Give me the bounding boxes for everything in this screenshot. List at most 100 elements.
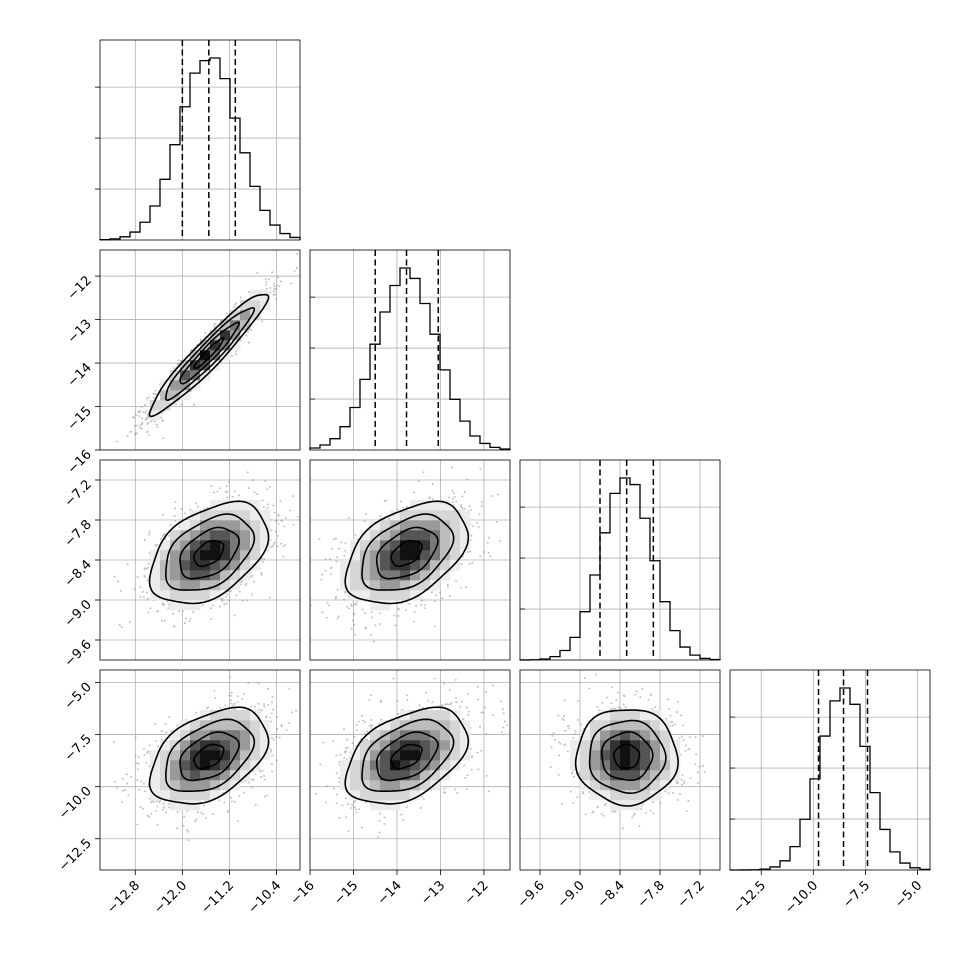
density-cell [360,540,371,551]
density-cell [170,750,181,761]
density-cell [440,530,451,541]
density-3-1-frame [309,669,511,871]
density-cell [440,510,451,521]
density-cell [450,720,461,731]
density-cell [230,320,241,331]
density-cell [180,530,191,541]
density-cell [390,580,401,591]
density-cell [200,580,211,591]
density-cell [380,750,391,761]
density-cell [350,760,361,771]
density-cell [420,530,431,541]
density-content-2-0 [100,460,300,660]
density-cell [450,730,461,741]
density-cell [390,570,401,581]
density-cell [240,310,251,321]
density-cell [610,710,621,721]
density-cell [380,590,391,601]
density-cell [390,800,401,811]
histogram-step-2 [519,477,721,661]
density-cell [390,510,401,521]
density-cell [460,740,471,751]
density-cell [380,600,391,611]
y-tick-label-1-4: −12 [65,273,95,303]
density-cell [190,720,201,731]
density-cell [460,510,471,521]
density-cell [400,520,411,531]
density-cell [380,580,391,591]
contour-3-2-0 [613,743,641,769]
density-cell [180,570,191,581]
density-cell [230,770,241,781]
density-cell [670,760,681,771]
density-cell [430,500,441,511]
density-cell [240,770,251,781]
density-cell [610,750,621,761]
density-cell [390,790,401,801]
x-tick-label-2-1: −9.0 [555,878,588,911]
density-cell [350,790,361,801]
density-cell [590,750,601,761]
density-cell [210,710,221,721]
density-cell [450,510,461,521]
density-cell [440,520,451,531]
contour-3-2-3 [574,709,679,807]
density-cell [180,790,191,801]
density-cell [230,580,241,591]
density-cell [390,750,401,761]
density-cell [380,780,391,791]
density-3-0-frame [99,669,301,871]
density-cell [460,540,471,551]
density-cell [200,550,211,561]
density-cell [620,750,631,761]
density-cell [350,570,361,581]
density-cell [160,550,171,561]
histogram-bg-1 [310,250,510,450]
contour-2-0-1 [179,526,240,580]
density-cell [160,790,171,801]
density-cell [610,790,621,801]
density-cell [380,800,391,811]
contour-2-0-3 [148,500,270,605]
density-cell [220,760,231,771]
density-cell [370,590,381,601]
density-cell [170,390,181,401]
density-cell [410,720,421,731]
contour-2-0-2 [164,513,256,591]
contour-2-1-2 [361,513,455,591]
contour-3-1-0 [390,743,423,770]
density-cell [650,720,661,731]
density-cell [190,780,201,791]
density-cell [600,750,611,761]
density-cell [200,740,211,751]
density-cell [190,730,201,741]
density-cell [620,790,631,801]
density-cell [190,570,201,581]
density-cell [240,530,251,541]
contour-3-2-1 [600,731,654,782]
density-cell [450,530,461,541]
density-cell [400,590,411,601]
density-cell [390,740,401,751]
density-3-2-frame [519,669,721,871]
density-cell [220,320,231,331]
density-cell [210,540,221,551]
density-cell [160,380,171,391]
density-cell [400,540,411,551]
contour-3-2-2 [588,719,667,795]
density-cell [370,600,381,611]
density-cell [190,740,201,751]
density-cell [370,780,381,791]
density-cell [180,750,191,761]
density-cell [150,750,161,761]
density-cell [430,770,441,781]
density-cell [200,570,211,581]
density-cell [400,530,411,541]
density-cell [380,570,391,581]
density-cell [180,590,191,601]
density-cell [620,710,631,721]
histogram-bg-3 [730,670,930,870]
y-tick-label-2-0: −9.6 [62,637,95,670]
density-cell [390,760,401,771]
density-cell [370,530,381,541]
